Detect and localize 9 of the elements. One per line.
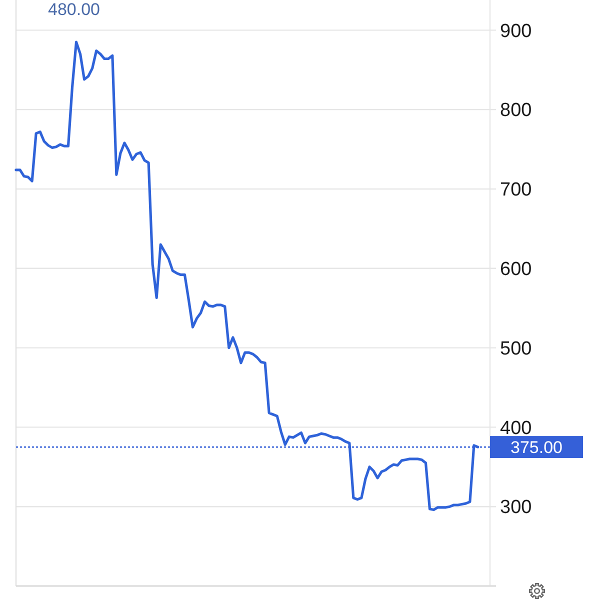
y-tick-label: 600	[500, 259, 532, 280]
y-tick-label: 800	[500, 100, 532, 122]
y-tick-label: 500	[500, 338, 532, 360]
y-tick-label: 300	[500, 497, 532, 518]
y-tick-label: 400	[500, 418, 532, 439]
y-tick-label: 900	[500, 20, 532, 42]
annotation: 480.00	[48, 0, 100, 19]
y-tick-label: 700	[500, 180, 532, 201]
ref-line-label: 375.00	[510, 438, 562, 457]
